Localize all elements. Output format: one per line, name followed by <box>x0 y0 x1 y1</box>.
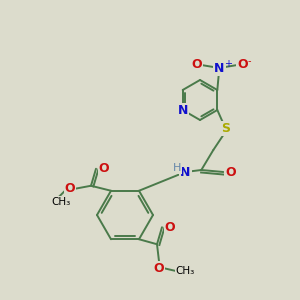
Text: N: N <box>214 61 224 74</box>
Text: N: N <box>178 103 188 116</box>
Text: N: N <box>180 166 190 178</box>
Text: O: O <box>225 166 236 178</box>
Text: O: O <box>237 58 247 71</box>
Text: -: - <box>247 56 251 66</box>
Text: +: + <box>224 59 232 69</box>
Text: O: O <box>99 162 109 175</box>
Text: O: O <box>154 262 164 275</box>
Text: O: O <box>65 182 75 195</box>
Text: H: H <box>173 163 182 173</box>
Text: CH₃: CH₃ <box>51 197 70 207</box>
Text: O: O <box>165 221 175 234</box>
Text: S: S <box>221 122 230 134</box>
Text: CH₃: CH₃ <box>176 266 195 276</box>
Text: O: O <box>191 58 202 71</box>
